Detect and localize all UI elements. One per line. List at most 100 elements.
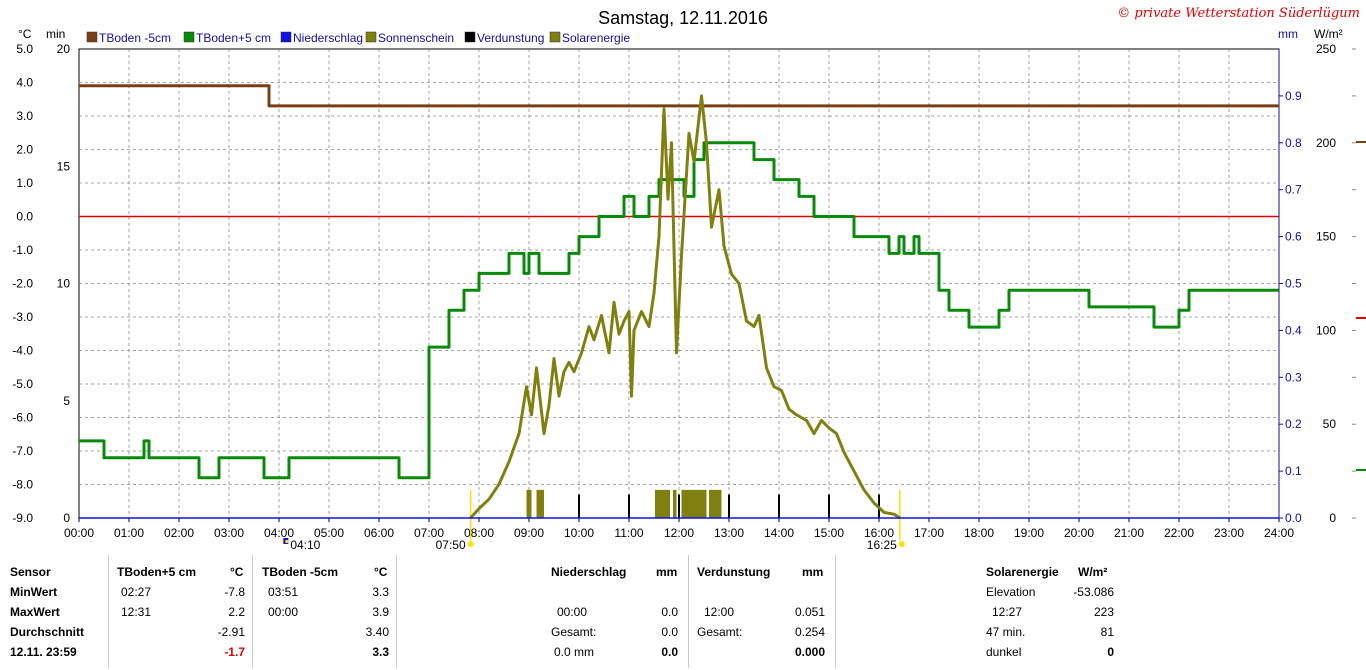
- evap-total-label: Gesamt:: [697, 625, 743, 639]
- left-tick-label: 2.0: [16, 143, 33, 157]
- legend-swatch: [86, 31, 98, 43]
- min-tick-label: 20: [57, 42, 71, 56]
- sunshine-bar: [681, 489, 707, 518]
- wm2-tick-label: 250: [1316, 42, 1336, 56]
- mm-tick-label: 0.7: [1285, 183, 1302, 197]
- min-tick-label: 15: [57, 159, 71, 173]
- mm-tick-label: 0.1: [1285, 464, 1302, 478]
- mm-tick-label: 0.4: [1285, 323, 1302, 337]
- legend-label: Solarenergie: [562, 31, 630, 45]
- rain-header: Niederschlag: [551, 565, 627, 579]
- tb5-min-time: 02:27: [121, 585, 152, 599]
- tb5-max-value: 2.2: [228, 605, 245, 619]
- x-tick-label: 16:00: [864, 526, 894, 540]
- mm-tick-label: 0.8: [1285, 136, 1302, 150]
- tbm5-header: TBoden -5cm: [262, 565, 339, 579]
- mm-tick-label: 0.2: [1285, 417, 1302, 431]
- verdunstung-mark: [728, 494, 730, 518]
- min-tick-label: 10: [57, 277, 71, 291]
- legend-swatch: [183, 31, 195, 43]
- min-axis-unit: min: [46, 27, 65, 41]
- solar-elevation-label: Elevation: [986, 585, 1036, 599]
- tb5-current-value: -1.7: [224, 645, 245, 659]
- left-tick-label: -7.0: [12, 444, 33, 458]
- evap-total-value: 0.254: [794, 625, 825, 639]
- evap-max-value: 0.051: [794, 605, 825, 619]
- left-tick-label: 3.0: [16, 109, 33, 123]
- axes: 00:00 01:00 02:00 03:00 04:00 05:00 06:00 07:00…: [12, 42, 1366, 552]
- x-tick-label: 01:00: [114, 526, 144, 540]
- x-tick-label: 07:00: [414, 526, 444, 540]
- row-label-avg: Durchschnitt: [10, 625, 85, 639]
- rain-max-time: 00:00: [557, 605, 588, 619]
- left-tick-label: -5.0: [12, 377, 33, 391]
- x-tick-label: 12:00: [664, 526, 694, 540]
- min-tick-label: 5: [63, 394, 70, 408]
- x-tick-label: 23:00: [1214, 526, 1244, 540]
- legend-label: Sonnenschein: [378, 31, 454, 45]
- x-tick-label: 24:00: [1264, 526, 1294, 540]
- tbm5-current-value: 3.3: [372, 645, 389, 659]
- x-tick-label: 22:00: [1164, 526, 1194, 540]
- evap-max-time: 12:00: [704, 605, 735, 619]
- tbm5-unit: °C: [374, 565, 388, 579]
- mm-tick-label: 0.3: [1285, 370, 1302, 384]
- x-tick-label: 15:00: [814, 526, 844, 540]
- chart-marks: [79, 84, 1279, 520]
- x-tick-label: 08:00: [464, 526, 494, 540]
- legend-swatch: [365, 31, 377, 43]
- x-tick-label: 18:00: [964, 526, 994, 540]
- tbm5-min-time: 03:51: [268, 585, 299, 599]
- solar-min-label: 47 min.: [986, 625, 1026, 639]
- x-tick-label: 17:00: [914, 526, 944, 540]
- sunshine-bar: [673, 489, 677, 518]
- left-tick-label: 5.0: [16, 42, 33, 56]
- legend-label: TBoden+5 cm: [196, 31, 271, 45]
- rain-current-value: 0.0: [661, 645, 678, 659]
- mm-tick-label: 0.0: [1285, 511, 1302, 525]
- sunshine-bar: [709, 489, 722, 518]
- x-tick-label: 10:00: [564, 526, 594, 540]
- wm2-tick-label: 50: [1323, 417, 1337, 431]
- legend-swatch: [549, 31, 561, 43]
- sunrise-dot: [467, 541, 474, 547]
- x-tick-label: 21:00: [1114, 526, 1144, 540]
- left-tick-label: -6.0: [12, 411, 33, 425]
- left-tick-label: -4.0: [12, 344, 33, 358]
- rain-total-label: Gesamt:: [551, 625, 597, 639]
- mm-axis-unit: mm: [1278, 27, 1298, 41]
- series-line: [469, 94, 901, 520]
- sunset-time-label: 16:25: [867, 538, 897, 552]
- solar-max-time: 12:27: [992, 605, 1023, 619]
- tb5-max-time: 12:31: [121, 605, 152, 619]
- rain-current-label: 0.0 mm: [554, 645, 595, 659]
- mm-tick-label: 0.9: [1285, 89, 1302, 103]
- solar-max-value: 223: [1093, 605, 1114, 619]
- verdunstung-mark: [578, 494, 580, 518]
- x-tick-label: 09:00: [514, 526, 544, 540]
- x-tick-label: 06:00: [364, 526, 394, 540]
- legend-label: Verdunstung: [477, 31, 544, 45]
- x-tick-label: 03:00: [214, 526, 244, 540]
- chart-title: Samstag, 12.11.2016: [598, 8, 768, 28]
- tb5-avg-value: -2.91: [217, 625, 245, 639]
- sunshine-bar: [536, 489, 544, 518]
- wm2-tick-label: 150: [1316, 230, 1336, 244]
- evap-unit: mm: [802, 565, 824, 579]
- stats-table: Sensor MinWert MaxWert Durchschnitt 12.1…: [0, 555, 1366, 670]
- min-tick-label: 0: [63, 511, 70, 525]
- weather-chart: Samstag, 12.11.2016 © private Wetterstat…: [12, 6, 1366, 552]
- tbm5-max-time: 00:00: [268, 605, 299, 619]
- x-tick-label: 13:00: [714, 526, 744, 540]
- series-line: [79, 141, 1279, 480]
- mm-tick-label: 0.5: [1285, 277, 1302, 291]
- legend: TBoden -5cm TBoden+5 cm Niederschlag Sonnen…: [86, 31, 630, 45]
- left-axis-unit: °C: [18, 27, 32, 41]
- tbm5-max-value: 3.9: [372, 605, 389, 619]
- series-line: [79, 84, 1279, 108]
- tbm5-min-value: 3.3: [372, 585, 389, 599]
- moon-marker-glow: [285, 540, 289, 543]
- solar-header: Solarenergie: [986, 565, 1059, 579]
- legend-swatch: [280, 31, 292, 43]
- sunset-dot: [898, 541, 905, 547]
